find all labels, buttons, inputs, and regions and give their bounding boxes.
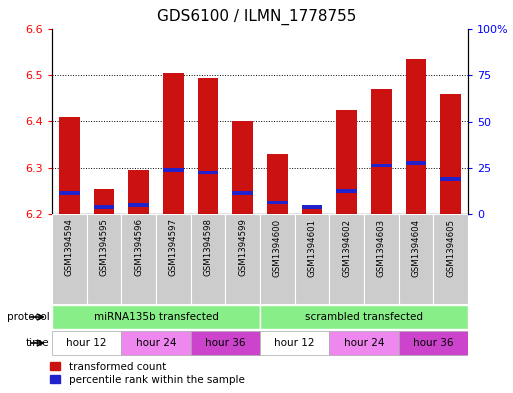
Text: GSM1394598: GSM1394598 xyxy=(204,219,212,277)
Text: hour 24: hour 24 xyxy=(136,338,176,348)
Bar xyxy=(406,161,426,165)
Text: GSM1394603: GSM1394603 xyxy=(377,219,386,277)
Bar xyxy=(93,205,114,209)
Text: GSM1394604: GSM1394604 xyxy=(411,219,421,277)
Bar xyxy=(232,191,253,195)
Bar xyxy=(371,89,392,214)
Bar xyxy=(294,214,329,304)
Bar xyxy=(267,200,288,204)
Text: protocol: protocol xyxy=(7,312,49,322)
Bar xyxy=(267,154,288,214)
Bar xyxy=(433,214,468,304)
Legend: transformed count, percentile rank within the sample: transformed count, percentile rank withi… xyxy=(47,358,248,388)
Bar xyxy=(329,331,399,355)
Bar xyxy=(52,305,260,329)
Bar xyxy=(122,331,191,355)
Bar xyxy=(191,214,225,304)
Text: GSM1394594: GSM1394594 xyxy=(65,219,74,277)
Bar xyxy=(406,59,426,214)
Bar xyxy=(232,121,253,214)
Bar xyxy=(440,178,461,181)
Bar xyxy=(198,77,219,214)
Text: hour 36: hour 36 xyxy=(205,338,246,348)
Text: GSM1394605: GSM1394605 xyxy=(446,219,455,277)
Text: GSM1394600: GSM1394600 xyxy=(273,219,282,277)
Bar xyxy=(364,214,399,304)
Bar xyxy=(440,94,461,214)
Bar xyxy=(156,214,191,304)
Bar xyxy=(122,214,156,304)
Text: GSM1394599: GSM1394599 xyxy=(238,219,247,276)
Bar xyxy=(371,163,392,167)
Bar xyxy=(336,110,357,214)
Text: GSM1394595: GSM1394595 xyxy=(100,219,109,277)
Bar xyxy=(198,171,219,174)
Text: GSM1394602: GSM1394602 xyxy=(342,219,351,277)
Bar xyxy=(225,214,260,304)
Bar xyxy=(93,189,114,214)
Bar xyxy=(59,191,80,195)
Bar xyxy=(52,331,122,355)
Bar xyxy=(260,331,329,355)
Text: hour 24: hour 24 xyxy=(344,338,384,348)
Bar xyxy=(302,207,322,214)
Bar xyxy=(302,205,322,209)
Text: hour 36: hour 36 xyxy=(413,338,453,348)
Bar xyxy=(128,203,149,207)
Text: scrambled transfected: scrambled transfected xyxy=(305,312,423,322)
Bar xyxy=(399,331,468,355)
Text: miRNA135b transfected: miRNA135b transfected xyxy=(93,312,219,322)
Bar xyxy=(163,73,184,214)
Bar xyxy=(163,168,184,172)
Text: GDS6100 / ILMN_1778755: GDS6100 / ILMN_1778755 xyxy=(157,9,356,25)
Bar xyxy=(87,214,122,304)
Bar xyxy=(52,214,87,304)
Bar xyxy=(260,305,468,329)
Bar xyxy=(59,117,80,214)
Bar xyxy=(128,170,149,214)
Bar xyxy=(336,189,357,193)
Text: hour 12: hour 12 xyxy=(66,338,107,348)
Text: GSM1394596: GSM1394596 xyxy=(134,219,143,277)
Text: GSM1394601: GSM1394601 xyxy=(307,219,317,277)
Text: time: time xyxy=(26,338,49,348)
Bar xyxy=(329,214,364,304)
Bar xyxy=(191,331,260,355)
Bar xyxy=(399,214,433,304)
Text: hour 12: hour 12 xyxy=(274,338,315,348)
Bar xyxy=(260,214,294,304)
Text: GSM1394597: GSM1394597 xyxy=(169,219,178,277)
